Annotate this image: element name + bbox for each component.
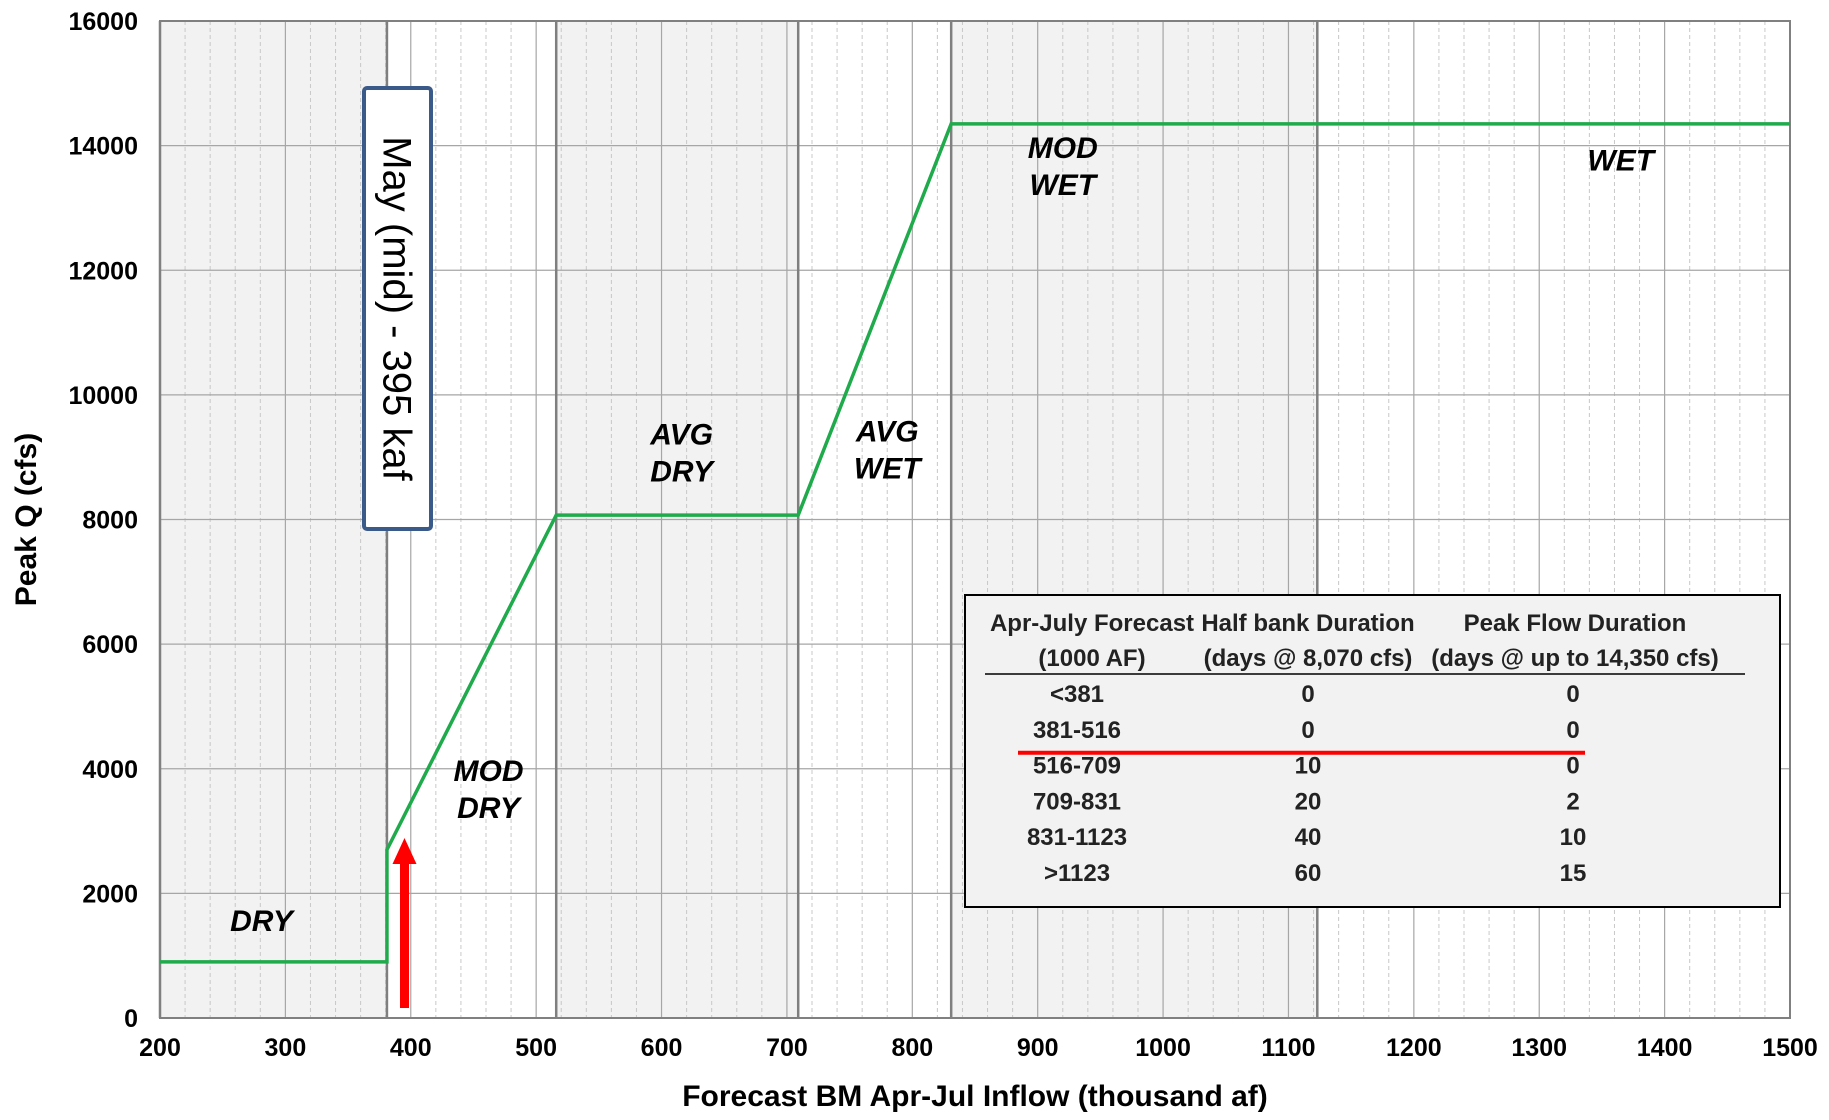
- table-cell: 831-1123: [1027, 824, 1127, 851]
- x-tick-label: 900: [1017, 1034, 1059, 1062]
- y-tick-label: 0: [124, 1005, 138, 1033]
- table-row: 709-831 20 2: [1033, 788, 1580, 815]
- y-tick-label: 4000: [82, 756, 138, 784]
- y-axis-ticks: 0 2000 4000 6000 8000 10000 12000 14000 16000: [68, 8, 138, 1033]
- table-cell: 60: [1295, 860, 1322, 887]
- zone-label-line: WET: [1587, 145, 1656, 178]
- table-row: 831-1123 40 10: [1027, 824, 1586, 851]
- table-header-cell: (1000 AF): [1038, 645, 1145, 672]
- y-tick-label: 14000: [68, 133, 138, 161]
- zone-label-line: DRY: [650, 456, 716, 489]
- table-cell: 15: [1560, 860, 1587, 887]
- table-cell: 2: [1566, 788, 1579, 815]
- x-tick-label: 400: [390, 1034, 432, 1062]
- callout-text: May (mid) - 395 kaf: [375, 136, 419, 481]
- y-tick-label: 16000: [68, 8, 138, 36]
- table-header-cell: Peak Flow Duration: [1464, 610, 1687, 637]
- table-cell: <381: [1050, 681, 1104, 708]
- callout-box: [362, 86, 433, 531]
- table-cell: 709-831: [1033, 788, 1121, 815]
- zone-label-line: AVG: [855, 416, 919, 449]
- x-tick-label: 1000: [1135, 1034, 1191, 1062]
- table-cell: 10: [1295, 753, 1322, 780]
- zone-label-1: MOD DRY: [454, 755, 524, 825]
- x-axis-title: Forecast BM Apr-Jul Inflow (thousand af): [682, 1080, 1268, 1113]
- x-tick-label: 600: [641, 1034, 683, 1062]
- x-tick-label: 1400: [1637, 1034, 1693, 1062]
- table-cell: 0: [1566, 681, 1579, 708]
- x-tick-label: 800: [891, 1034, 933, 1062]
- zone-label-line: MOD: [1028, 132, 1098, 165]
- zone-label-line: WET: [854, 453, 923, 486]
- table-cell: 381-516: [1033, 717, 1121, 744]
- zone-label-line: MOD: [454, 755, 524, 788]
- table-header-cell: Half bank Duration: [1201, 610, 1414, 637]
- y-tick-label: 6000: [82, 631, 138, 659]
- table-cell: 20: [1295, 788, 1322, 815]
- zone-label-4: MOD WET: [1028, 132, 1099, 202]
- x-tick-label: 200: [139, 1034, 181, 1062]
- table-header-cell: (days @ up to 14,350 cfs): [1431, 645, 1719, 672]
- x-tick-label: 1200: [1386, 1034, 1442, 1062]
- y-tick-label: 8000: [82, 507, 138, 535]
- zone-label-5: WET: [1587, 145, 1656, 178]
- x-tick-label: 1300: [1511, 1034, 1567, 1062]
- callout-group: May (mid) - 395 kaf: [362, 86, 433, 531]
- table-cell: 0: [1301, 717, 1314, 744]
- zone-label-3: AVG WET: [854, 416, 923, 486]
- zone-label-line: WET: [1029, 169, 1098, 202]
- zone-label-0: DRY: [230, 905, 296, 938]
- table-cell: >1123: [1044, 860, 1110, 887]
- table-cell: 0: [1566, 717, 1579, 744]
- table-cell: 40: [1295, 824, 1322, 851]
- duration-table: Apr-July Forecast (1000 AF) Half bank Dura…: [964, 594, 1781, 908]
- table-row: >1123 60 15: [1044, 860, 1586, 887]
- table-cell: 0: [1566, 753, 1579, 780]
- x-tick-label: 500: [515, 1034, 557, 1062]
- x-tick-label: 1500: [1762, 1034, 1818, 1062]
- plot-frame: [159, 20, 1791, 1019]
- y-tick-label: 2000: [82, 880, 138, 908]
- gridlines: [159, 20, 1791, 1019]
- x-tick-label: 1100: [1261, 1034, 1315, 1062]
- x-tick-label: 300: [265, 1034, 307, 1062]
- zone-label-2: AVG DRY: [649, 419, 716, 489]
- zone-label-line: DRY: [457, 792, 523, 825]
- y-tick-label: 12000: [68, 257, 138, 285]
- arrow-group: [392, 838, 417, 1008]
- y-tick-label: 10000: [68, 382, 138, 410]
- series-layer: [160, 122, 1790, 964]
- table-header-cell: (days @ 8,070 cfs): [1204, 645, 1413, 672]
- table-cell: 516-709: [1033, 753, 1121, 780]
- x-axis-ticks: 200 300 400 500 600 700 800 900 1000 1100 1200 1300…: [139, 1034, 1818, 1062]
- table-row: 516-709 10 0: [1033, 753, 1580, 780]
- table-cell: 0: [1301, 681, 1314, 708]
- arrow-head: [392, 838, 417, 864]
- table-cell: 10: [1560, 824, 1587, 851]
- table-row: 381-516 0 0: [1033, 717, 1580, 744]
- y-axis-title: Peak Q (cfs): [10, 433, 43, 606]
- zone-label-line: AVG: [649, 419, 713, 452]
- table-header-cell: Apr-July Forecast: [990, 610, 1194, 637]
- zone-label-line: DRY: [230, 905, 296, 938]
- table-row: <381 0 0: [1050, 681, 1580, 708]
- zone-labels: DRY MOD DRY AVG DRY AVG WET MOD WET WET: [230, 132, 1657, 938]
- x-tick-label: 700: [766, 1034, 808, 1062]
- series-line-0: [160, 122, 1790, 964]
